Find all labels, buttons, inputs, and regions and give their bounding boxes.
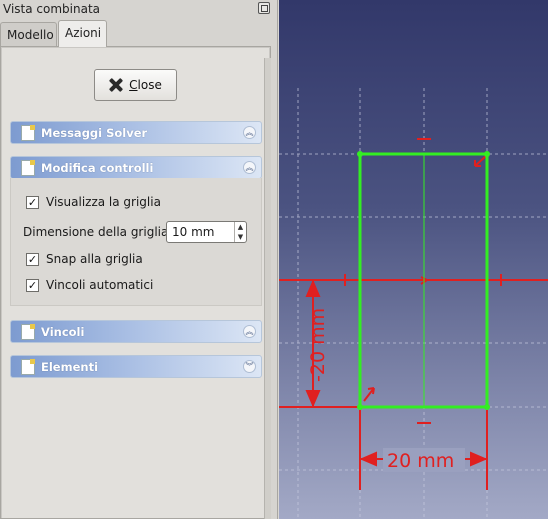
section-title: Elementi	[41, 359, 99, 374]
sketch-canvas[interactable]: -20 mm 20 mm	[279, 0, 548, 519]
document-icon	[21, 323, 35, 340]
collapse-chevron-icon[interactable]: ︽	[243, 161, 256, 174]
vertical-dimension	[305, 279, 321, 408]
tab-modello[interactable]: Modello	[0, 22, 57, 46]
show-grid-label: Visualizza la griglia	[46, 195, 161, 209]
expand-chevron-icon[interactable]: ︾	[243, 360, 256, 373]
sketch-rectangle	[358, 152, 489, 409]
float-dock-icon[interactable]	[258, 2, 270, 14]
section-title: Modifica controlli	[41, 160, 154, 175]
snap-grid-label: Snap alla griglia	[46, 252, 143, 266]
spin-up-icon[interactable]: ▲	[237, 223, 244, 231]
close-button-label: Close	[129, 78, 162, 92]
dock-title: Vista combinata	[3, 2, 101, 16]
horizontal-dimension	[359, 410, 488, 490]
document-icon	[21, 159, 35, 176]
grid-size-value[interactable]: 10 mm	[172, 225, 215, 239]
show-grid-checkbox[interactable]: ✓	[26, 195, 39, 209]
sketch-vertices	[357, 151, 490, 410]
constraint-markers	[344, 138, 502, 424]
document-icon	[21, 358, 35, 375]
vertical-dimension-label: -20 mm	[307, 308, 329, 382]
auto-constraints-label: Vincoli automatici	[46, 278, 154, 292]
horizontal-dimension-label: 20 mm	[387, 450, 454, 472]
section-modifica-controlli[interactable]: Modifica controlli ︽	[10, 156, 262, 179]
section-messaggi-solver[interactable]: Messaggi Solver ︽	[10, 121, 262, 144]
section-vincoli[interactable]: Vincoli ︽	[10, 320, 262, 343]
panel-scrollbar[interactable]	[264, 58, 271, 519]
grid-size-spinbox[interactable]: 10 mm ▲ ▼	[166, 221, 247, 243]
spin-down-icon[interactable]: ▼	[237, 233, 244, 241]
dimension-label-bg	[383, 448, 465, 472]
snap-grid-checkbox[interactable]: ✓	[26, 252, 39, 266]
grid-size-label: Dimensione della griglia:	[23, 225, 173, 239]
auto-constraints-row[interactable]: ✓ Vincoli automatici	[26, 278, 153, 292]
section-elementi[interactable]: Elementi ︾	[10, 355, 262, 378]
combo-view-dock: Vista combinata Modello Azioni Close Mes…	[0, 0, 278, 519]
collapse-chevron-icon[interactable]: ︽	[243, 325, 256, 338]
3d-view[interactable]: -20 mm 20 mm	[279, 0, 548, 519]
section-title: Vincoli	[41, 324, 85, 339]
section-title: Messaggi Solver	[41, 125, 148, 140]
tab-azioni[interactable]: Azioni	[58, 20, 107, 47]
close-button[interactable]: Close	[94, 69, 177, 101]
collapse-chevron-icon[interactable]: ︽	[243, 126, 256, 139]
document-icon	[21, 124, 35, 141]
auto-constraints-checkbox[interactable]: ✓	[26, 278, 39, 292]
spin-arrows[interactable]: ▲ ▼	[234, 222, 246, 242]
show-grid-row[interactable]: ✓ Visualizza la griglia	[26, 195, 161, 209]
snap-grid-row[interactable]: ✓ Snap alla griglia	[26, 252, 143, 266]
close-icon	[109, 78, 123, 92]
